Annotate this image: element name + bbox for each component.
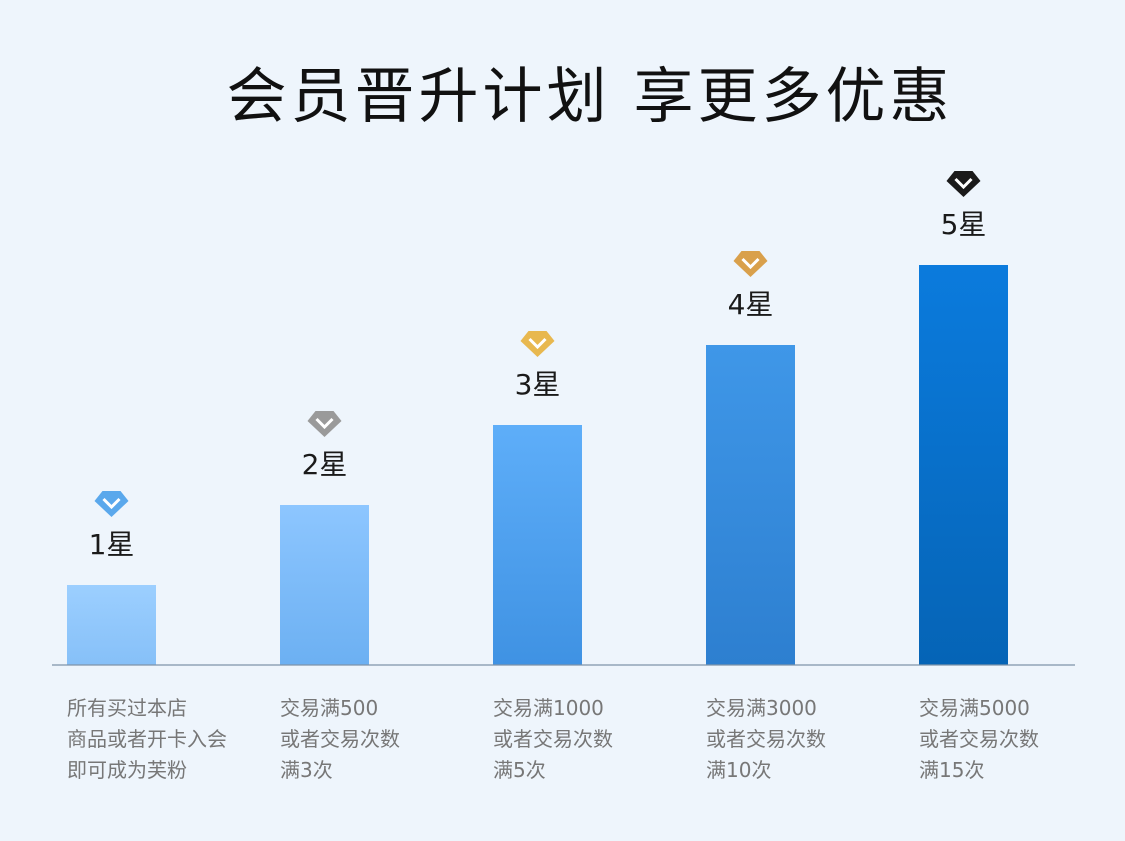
bar-1 (67, 585, 156, 665)
icons-group (94, 171, 981, 517)
diamond-icon-blue (94, 491, 129, 517)
page-title: 会员晋升计划 享更多优惠 (226, 62, 954, 132)
level-label-1: 1星 (89, 528, 135, 561)
level-description-2: 交易满500 或者交易次数 满3次 (280, 696, 400, 782)
bars-group (67, 265, 1008, 665)
level-description-1: 所有买过本店 商品或者开卡入会 即可成为芙粉 (67, 696, 227, 782)
level-label-5: 5星 (941, 208, 987, 241)
diamond-icon-black (946, 171, 981, 197)
diamond-icon-gold (520, 331, 555, 357)
level-label-2: 2星 (302, 448, 348, 481)
diamond-icon-gold (733, 251, 768, 277)
level-description-4: 交易满3000 或者交易次数 满10次 (706, 696, 826, 782)
labels-group: 1星 2星 3星 4星 5星 (89, 208, 987, 561)
bar-2 (280, 505, 369, 665)
level-description-3: 交易满1000 或者交易次数 满5次 (493, 696, 613, 782)
level-label-4: 4星 (728, 288, 774, 321)
bar-4 (706, 345, 795, 665)
bar-5 (919, 265, 1008, 665)
level-label-3: 3星 (515, 368, 561, 401)
diamond-icon-silver (307, 411, 342, 437)
level-description-5: 交易满5000 或者交易次数 满15次 (919, 696, 1039, 782)
bar-3 (493, 425, 582, 665)
